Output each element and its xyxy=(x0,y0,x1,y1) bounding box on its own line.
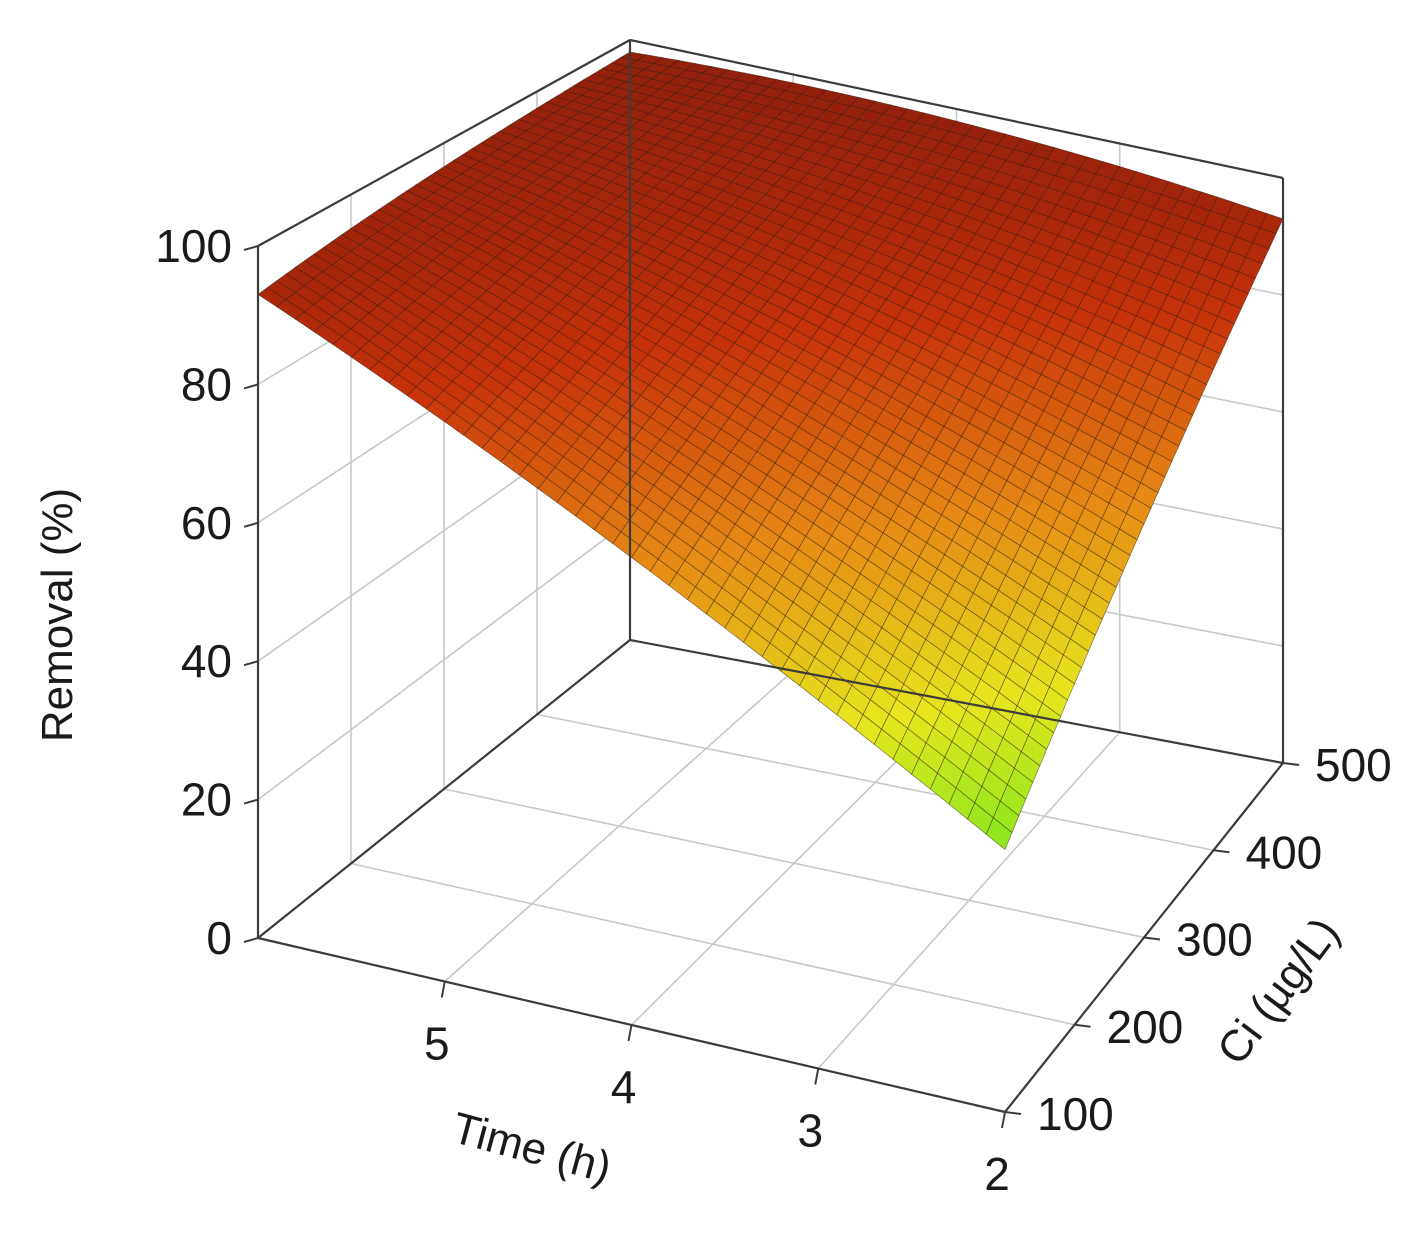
z-axis-title: Removal (%) xyxy=(33,488,82,742)
frame-edge xyxy=(257,639,631,939)
x-tick-mark xyxy=(440,981,446,998)
y-tick-mark xyxy=(1282,762,1300,766)
y-tick-label: 200 xyxy=(1107,1001,1184,1053)
y-tick-label: 500 xyxy=(1315,739,1392,791)
x-axis-title: Time (h) xyxy=(447,1103,616,1192)
z-tick-mark xyxy=(243,383,259,390)
z-tick-mark xyxy=(243,245,259,251)
z-tick-label: 100 xyxy=(155,220,232,272)
frame-edge xyxy=(257,39,631,247)
floor-grid-line xyxy=(536,713,1214,852)
z-tick-mark xyxy=(243,660,259,667)
z-tick-mark xyxy=(243,798,259,805)
z-tick-label: 40 xyxy=(181,635,232,687)
x-tick-mark xyxy=(627,1024,633,1042)
frame-edge xyxy=(629,38,1284,180)
y-tick-mark xyxy=(1143,936,1161,941)
x-tick-label: 3 xyxy=(797,1105,823,1157)
x-tick-mark xyxy=(1001,1111,1006,1129)
floor-grid-line xyxy=(443,788,1145,939)
floor-grid-line xyxy=(350,862,1075,1026)
response-surface xyxy=(257,51,1284,851)
x-tick-label: 5 xyxy=(424,1018,450,1070)
frame-edge xyxy=(629,638,1284,765)
z-tick-mark xyxy=(243,521,259,528)
x-tick-mark xyxy=(814,1068,820,1085)
z-tick-label: 80 xyxy=(181,358,232,410)
tick-labels: 0 20 40 60 80 100 2 3 4 5 100 200 300 400 500 xyxy=(155,220,1392,1200)
y-tick-mark xyxy=(1213,849,1230,854)
surface-patch xyxy=(985,817,1013,851)
y-tick-mark xyxy=(1004,1111,1022,1115)
y-tick-label: 400 xyxy=(1246,826,1323,878)
x-tick-label: 4 xyxy=(611,1061,637,1113)
y-tick-mark xyxy=(1074,1023,1091,1028)
z-tick-label: 0 xyxy=(206,912,232,964)
y-tick-label: 300 xyxy=(1176,914,1253,966)
z-tick-label: 60 xyxy=(181,497,232,549)
z-tick-label: 20 xyxy=(181,774,232,826)
z-tick-mark xyxy=(243,937,259,943)
y-tick-label: 100 xyxy=(1037,1088,1114,1140)
x-tick-label: 2 xyxy=(984,1148,1010,1200)
